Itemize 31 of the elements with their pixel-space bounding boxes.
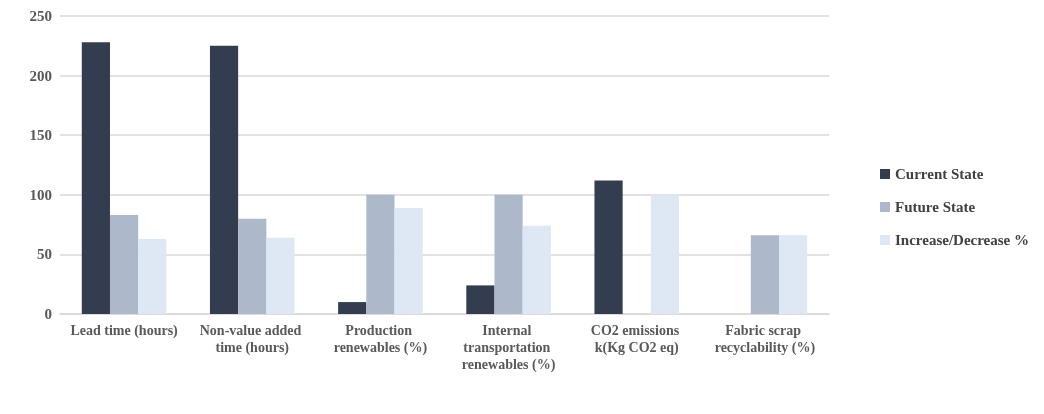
y-tick-label: 100 (29, 186, 52, 203)
x-tick-label: Production renewables (%) (333, 323, 428, 356)
bar (138, 238, 167, 314)
bar (594, 180, 623, 314)
bar (338, 302, 367, 314)
legend-label: Increase/Decrease % (895, 232, 1029, 248)
legend-label: Current State (895, 166, 984, 182)
y-tick-label: 200 (29, 67, 52, 84)
bar (494, 194, 523, 314)
bar (466, 285, 495, 314)
x-tick-label: CO2 emissions k(Kg CO2 eq) (590, 323, 683, 356)
bar (522, 225, 551, 314)
y-tick-label: 250 (29, 8, 52, 24)
bar (266, 237, 295, 314)
x-tick-label: Fabric scrap recyclability (%) (714, 323, 816, 356)
bar (366, 194, 395, 314)
bar (394, 207, 423, 314)
bar (650, 194, 680, 314)
y-tick-label: 50 (37, 246, 52, 263)
x-tick-label: Non-value added time (hours) (199, 323, 305, 356)
bar (779, 235, 808, 314)
y-tick-label: 150 (29, 127, 52, 144)
y-tick-label: 0 (44, 306, 52, 322)
bar (209, 45, 239, 314)
bar (238, 218, 267, 314)
legend-label: Future State (895, 199, 976, 215)
bar (750, 235, 780, 314)
x-tick-label: Lead time (hours) (70, 323, 179, 339)
bar (109, 215, 139, 314)
x-tick-label: Internal transportation renewables (%) (461, 323, 556, 373)
bar (81, 42, 110, 314)
